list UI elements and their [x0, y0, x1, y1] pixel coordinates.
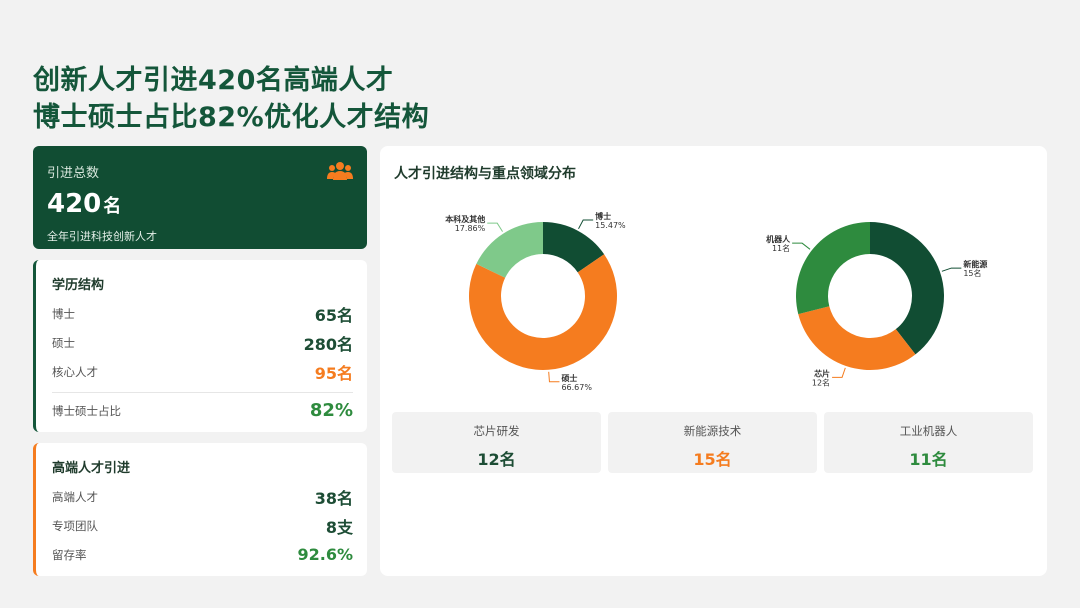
total-sub: 全年引进科技创新人才 — [47, 230, 157, 243]
slice-label: 硕士 — [561, 373, 577, 383]
panel-title: 人才引进结构与重点领域分布 — [394, 166, 576, 182]
donut-slice — [798, 306, 916, 370]
label-leader-line — [792, 242, 811, 250]
slice-label: 芯片 — [814, 368, 830, 378]
tiles: 芯片研发 12名 新能源技术 15名 工业机器人 11名 — [392, 412, 1033, 473]
headline-line-1: 创新人才引进420名高端人才 — [33, 65, 394, 96]
donut-slice — [870, 222, 944, 355]
high-end-row-retention: 留存率 92.6% — [52, 540, 353, 569]
high-end-card: 高端人才引进 高端人才 38名 专项团队 8支 留存率 92.6% — [33, 443, 367, 576]
education-title: 学历结构 — [52, 278, 105, 293]
slice-value-label: 15.47% — [595, 221, 626, 230]
slice-value-label: 66.67% — [561, 383, 592, 392]
slice-label: 机器人 — [766, 234, 791, 244]
row-label: 专项团队 — [52, 518, 98, 533]
row-label: 博士 — [52, 306, 75, 321]
row-value: 82% — [309, 400, 353, 421]
tile-value: 11名 — [909, 450, 948, 469]
tile-value: 12名 — [477, 450, 516, 469]
tile-label: 工业机器人 — [899, 424, 958, 438]
tile-label: 芯片研发 — [473, 424, 520, 438]
high-end-row-talent: 高端人才 38名 — [52, 482, 353, 511]
row-value: 280名 — [303, 334, 353, 354]
chart-panel: 人才引进结构与重点领域分布 博士 15.47% 硕士 66.67% 本科及其他 17.86… — [380, 146, 1047, 576]
row-value: 65名 — [314, 305, 353, 325]
row-label: 留存率 — [52, 547, 87, 562]
label-leader-line — [832, 367, 846, 378]
label-leader-line — [578, 219, 594, 230]
donut-slice — [469, 254, 617, 370]
slice-label: 新能源 — [963, 259, 987, 269]
education-row-master: 硕士 280名 — [52, 328, 353, 357]
tile-chip: 芯片研发 12名 — [392, 412, 601, 473]
slice-label: 博士 — [595, 211, 611, 221]
headline-line-2: 博士硕士占比82%优化人才结构 — [33, 102, 430, 133]
row-value: 38名 — [314, 488, 353, 508]
education-row-core: 核心人才 95名 — [52, 357, 353, 386]
headline: 创新人才引进420名高端人才 博士硕士占比82%优化人才结构 — [33, 62, 429, 136]
slice-label: 本科及其他 — [444, 214, 485, 224]
tile-value: 15名 — [693, 450, 732, 469]
slice-value-label: 17.86% — [455, 224, 486, 233]
total-number: 420 — [47, 189, 102, 219]
education-row-ratio: 博士硕士占比 82% — [52, 392, 353, 428]
high-end-row-team: 专项团队 8支 — [52, 511, 353, 540]
slice-value-label: 11名 — [772, 243, 790, 253]
row-label: 硕士 — [52, 335, 75, 350]
tile-label: 新能源技术 — [683, 424, 742, 438]
row-label: 核心人才 — [52, 364, 98, 379]
label-leader-line — [548, 371, 560, 383]
label-leader-line — [941, 267, 962, 272]
education-row-doctor: 博士 65名 — [52, 299, 353, 328]
education-card: 学历结构 博士 65名 硕士 280名 核心人才 95名 博士硕士占比 82% — [33, 260, 367, 432]
label-leader-line — [487, 222, 503, 232]
donut-slice — [796, 222, 870, 315]
slice-value-label: 12名 — [812, 377, 830, 387]
tile-robot: 工业机器人 11名 — [824, 412, 1033, 473]
donut-slice — [476, 222, 543, 278]
total-value: 420 名 — [47, 189, 353, 222]
tile-energy: 新能源技术 15名 — [608, 412, 817, 473]
total-unit: 名 — [103, 196, 122, 217]
high-end-title: 高端人才引进 — [52, 461, 131, 476]
row-value: 92.6% — [297, 545, 353, 564]
row-value: 95名 — [314, 363, 353, 383]
total-card: 引进总数 420 名 全年引进科技创新人才 — [33, 146, 367, 249]
total-label: 引进总数 — [47, 166, 100, 181]
row-value: 8支 — [325, 517, 353, 537]
slice-value-label: 15名 — [963, 268, 981, 278]
row-label: 博士硕士占比 — [52, 403, 121, 418]
donut-slice — [543, 222, 605, 273]
people-icon — [327, 162, 353, 180]
row-label: 高端人才 — [52, 489, 98, 504]
